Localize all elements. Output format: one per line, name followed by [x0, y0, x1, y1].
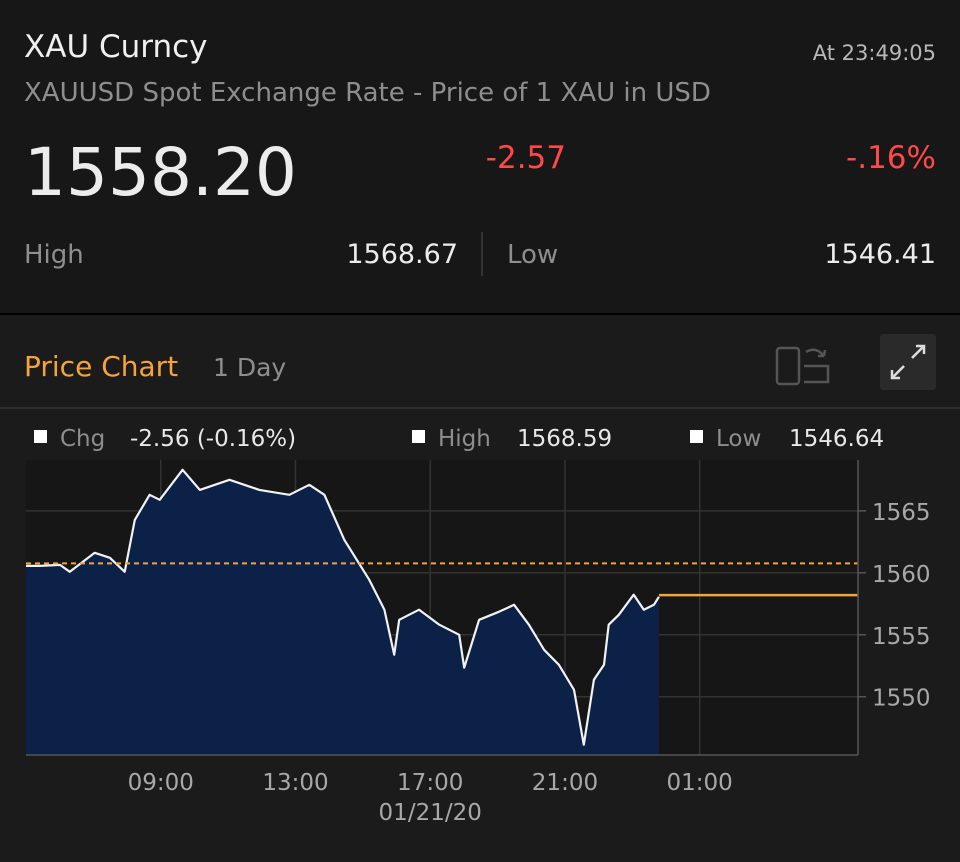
security-title: XAU Curncy: [24, 29, 208, 65]
update-time: At 23:49:05: [813, 41, 936, 65]
y-tick-label: 1565: [872, 500, 931, 526]
y-tick-label: 1560: [872, 562, 931, 588]
legend-value: -2.56 (-0.16%): [130, 426, 296, 452]
rotate-icon[interactable]: [775, 346, 830, 386]
legend-value: 1568.59: [517, 426, 612, 452]
x-tick-label: 13:00: [262, 770, 328, 796]
high-value: 1568.67: [346, 239, 458, 270]
legend-swatch: [412, 430, 425, 443]
quote-panel: [0, 0, 960, 313]
chart-title: Price Chart: [24, 350, 178, 383]
x-tick-label: 09:00: [128, 770, 194, 796]
y-tick-label: 1555: [872, 624, 931, 650]
low-label: Low: [507, 240, 558, 270]
legend-label: High: [438, 426, 491, 452]
plot: 1550 1555 1560 1565 09:00 13:00 17:00 21:00 01:0…: [26, 460, 931, 826]
high-label: High: [24, 240, 84, 270]
legend-label: Low: [716, 426, 761, 452]
price-area: [26, 469, 659, 755]
low-value: 1546.41: [824, 239, 936, 270]
x-tick-label: 01:00: [667, 770, 733, 796]
legend-swatch: [690, 430, 703, 443]
legend-swatch: [34, 430, 47, 443]
subtitle: XAUUSD Spot Exchange Rate - Price of 1 X…: [24, 78, 711, 108]
pct-change: -.16%: [846, 140, 936, 176]
legend: Chg -2.56 (-0.16%) High 1568.59 Low 1546.64: [34, 426, 884, 452]
y-tick-label: 1550: [872, 686, 931, 712]
x-tick-label: 17:00: [397, 770, 463, 796]
last-price: 1558.20: [24, 134, 297, 211]
price-line: [26, 468, 660, 746]
legend-label: Chg: [60, 426, 105, 452]
x-date-label: 01/21/20: [379, 800, 482, 826]
x-tick-label: 21:00: [532, 770, 598, 796]
range-label[interactable]: 1 Day: [213, 353, 286, 382]
legend-value: 1546.64: [789, 426, 884, 452]
net-change: -2.57: [486, 140, 566, 176]
expand-button[interactable]: [880, 334, 936, 390]
expand-icon: [890, 344, 926, 380]
